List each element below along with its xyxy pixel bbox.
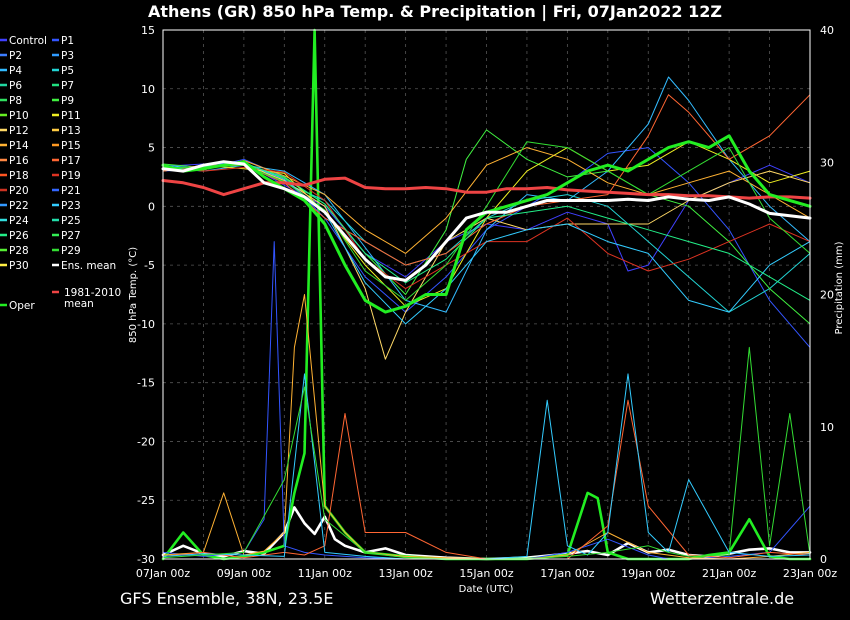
legend-label-p19: P19 (61, 170, 81, 182)
legend-label-p7: P7 (61, 80, 74, 92)
legend-label-p27: P27 (61, 230, 81, 242)
chart-title: Athens (GR) 850 hPa Temp. & Precipitatio… (148, 2, 722, 22)
legend-label-control: Control (9, 35, 47, 47)
footer-model-location: GFS Ensemble, 38N, 23.5E (120, 589, 333, 608)
legend-label-p10: P10 (9, 110, 29, 122)
legend-label-p20: P20 (9, 185, 29, 197)
y-left-tick-label-7: -20 (137, 435, 155, 448)
legend-label-p5: P5 (61, 65, 74, 77)
x-tick-label-3: 13Jan 00z (379, 567, 433, 580)
legend-label-p11: P11 (61, 110, 81, 122)
legend: Control P1 P2 P3 P4 P5 P6 P7 P8 P9 P10 P11 P12 P13 P14… (0, 35, 121, 312)
legend-label-p2: P2 (9, 50, 22, 62)
legend-label-p24: P24 (9, 215, 29, 227)
y-axis-right-label: Precipitation (mm) (834, 241, 845, 334)
legend-label-p14: P14 (9, 140, 29, 152)
y-axis-right: 40 30 20 10 0 (820, 24, 834, 566)
legend-label-oper: Oper (9, 300, 35, 312)
temperature-series-group (161, 76, 812, 360)
y-right-tick-label-2: 20 (820, 289, 834, 302)
legend-label-p8: P8 (9, 95, 22, 107)
y-left-tick-label-3: 0 (148, 200, 155, 213)
y-left-tick-label-6: -15 (137, 377, 155, 390)
x-tick-label-1: 09Jan 00z (217, 567, 271, 580)
x-axis: 07Jan 00z 09Jan 00z 11Jan 00z 13Jan 00z 15Ja… (136, 567, 837, 580)
legend-label-p15: P15 (61, 140, 81, 152)
temp-line-1981-2010-mean (161, 176, 812, 200)
precip-line-p14 (162, 294, 811, 560)
legend-label-p30: P30 (9, 260, 29, 272)
x-tick-label-8: 23Jan 00z (783, 567, 837, 580)
y-right-tick-label-3: 10 (820, 421, 834, 434)
x-axis-label: Date (UTC) (459, 584, 514, 595)
temp-line-p9 (162, 129, 811, 325)
x-tick-label-4: 15Jan 00z (459, 567, 513, 580)
x-tick-label-6: 19Jan 00z (621, 567, 675, 580)
y-left-tick-label-5: -10 (137, 318, 155, 331)
legend-label-p1: P1 (61, 35, 74, 47)
footer-source: Wetterzentrale.de (650, 589, 794, 608)
legend-label-ens-mean: Ens. mean (61, 260, 116, 272)
legend-label-p6: P6 (9, 80, 22, 92)
legend-label-p3: P3 (61, 50, 74, 62)
legend-label-p28: P28 (9, 245, 29, 257)
y-right-tick-label-4: 0 (820, 553, 827, 566)
legend-label-p25: P25 (61, 215, 81, 227)
precip-line-p17 (162, 399, 811, 560)
legend-label-p23: P23 (61, 200, 81, 212)
y-left-tick-label-8: -25 (137, 494, 155, 507)
y-left-tick-label-2: 5 (148, 142, 155, 155)
x-tick-label-5: 17Jan 00z (540, 567, 594, 580)
y-left-tick-label-1: 10 (141, 83, 155, 96)
y-axis-left-label: 850 hPa Temp. (°C) (128, 247, 139, 343)
legend-label-p9: P9 (61, 95, 74, 107)
y-left-tick-label-0: 15 (141, 24, 155, 37)
legend-label-p4: P4 (9, 65, 22, 77)
legend-label-p18: P18 (9, 170, 29, 182)
legend-label-p22: P22 (9, 200, 29, 212)
temp-line-ens-mean (161, 160, 812, 282)
x-tick-label-7: 21Jan 00z (702, 567, 756, 580)
y-right-tick-label-1: 30 (820, 156, 834, 169)
y-axis-left: 15 10 5 0 -5 -10 -15 -20 -25 -30 (137, 24, 155, 566)
legend-label-p16: P16 (9, 155, 29, 167)
x-tick-label-0: 07Jan 00z (136, 567, 190, 580)
temp-line-p29 (162, 141, 811, 301)
legend-label-p26: P26 (9, 230, 29, 242)
legend-label-p17: P17 (61, 155, 81, 167)
temp-line-p23 (162, 162, 811, 325)
precip-line-p23 (162, 373, 811, 560)
legend-label-p21: P21 (61, 185, 81, 197)
plot-frame (162, 29, 811, 560)
x-tick-label-2: 11Jan 00z (298, 567, 352, 580)
y-right-tick-label-0: 40 (820, 24, 834, 37)
temp-line-p26 (162, 163, 811, 301)
legend-label-1981-2010-mean: 1981-2010 mean (64, 287, 121, 310)
legend-label-p29: P29 (61, 245, 81, 257)
legend-label-p12: P12 (9, 125, 29, 137)
y-left-tick-label-9: -30 (137, 553, 155, 566)
y-left-tick-label-4: -5 (144, 259, 155, 272)
legend-label-p13: P13 (61, 125, 81, 137)
